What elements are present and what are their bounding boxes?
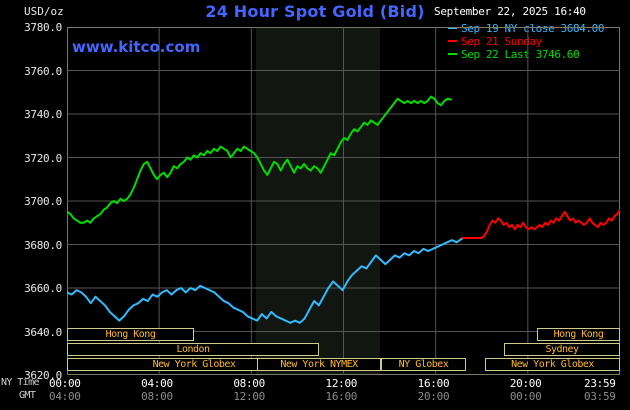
legend-item-last: Sep 22 Last 3746.60 bbox=[448, 48, 604, 61]
session-bar: London bbox=[67, 343, 319, 356]
session-bar: Sydney bbox=[504, 343, 620, 356]
x-axis-tick-label-gmt: 20:00 bbox=[417, 390, 450, 403]
y-axis-tick-label: 3740.0 bbox=[24, 108, 62, 121]
x-axis-tick-label-ny: 00:00 bbox=[49, 377, 81, 390]
session-bar: NY Globex bbox=[381, 358, 466, 371]
chart-legend: Sep 19 NY close 3684.00 Sep 21 Sunday Se… bbox=[448, 22, 605, 61]
x-axis-tick-label-gmt: 16:00 bbox=[325, 390, 358, 403]
kitco-watermark: www.kitco.com bbox=[72, 38, 201, 56]
legend-swatch-last bbox=[448, 53, 457, 55]
y-axis-tick-label: 3620.0 bbox=[24, 369, 62, 382]
x-axis-tick-label-ny: 23:59 bbox=[584, 377, 616, 390]
session-bar: New York NYMEX bbox=[257, 358, 381, 371]
y-axis-tick-label: 3640.0 bbox=[24, 325, 62, 339]
x-axis-tick-label-gmt: 04:00 bbox=[49, 390, 81, 403]
session-bar: New York Globex bbox=[485, 358, 620, 371]
legend-swatch-prev-close bbox=[448, 27, 457, 29]
x-axis-tick-label-gmt: 03:59 bbox=[584, 390, 616, 403]
y-axis-unit-label: USD/oz bbox=[24, 5, 64, 18]
legend-item-prev-close: Sep 19 NY close 3684.00 bbox=[448, 22, 605, 35]
x-axis-tick-label-gmt: 00:00 bbox=[509, 390, 542, 403]
x-axis-row-label-nytime: NY Time bbox=[1, 377, 40, 388]
y-axis-tick-label: 3760.0 bbox=[24, 64, 62, 78]
y-axis-tick-label: 3720.0 bbox=[24, 151, 62, 165]
session-bar: Hong Kong bbox=[537, 328, 620, 341]
x-axis-tick-label-gmt: 08:00 bbox=[141, 390, 173, 403]
series-line-sunday bbox=[462, 208, 620, 239]
y-axis-tick-label: 3700.0 bbox=[24, 195, 62, 208]
x-axis-tick-label-ny: 20:00 bbox=[509, 377, 542, 390]
series-line-prev-close bbox=[67, 236, 464, 324]
x-axis-tick-label-ny: 04:00 bbox=[141, 377, 173, 390]
x-axis-tick-label-ny: 12:00 bbox=[325, 377, 358, 390]
y-axis-tick-label: 3680.0 bbox=[24, 238, 62, 252]
legend-item-sunday: Sep 21 Sunday bbox=[448, 35, 604, 48]
x-axis-tick-label-gmt: 12:00 bbox=[233, 390, 265, 403]
session-bar: Hong Kong bbox=[67, 328, 194, 341]
y-axis-tick-label: 3660.0 bbox=[24, 282, 62, 295]
x-axis-row-label-gmt: GMT bbox=[19, 390, 36, 401]
price-plot bbox=[67, 27, 620, 375]
x-axis-tick-label-ny: 08:00 bbox=[233, 377, 265, 390]
timestamp-label: September 22, 2025 16:40 bbox=[434, 5, 586, 18]
x-axis-tick-label-ny: 16:00 bbox=[417, 377, 450, 390]
chart-title: 24 Hour Spot Gold (Bid) bbox=[205, 2, 425, 21]
y-axis-tick-label: 3780.0 bbox=[24, 21, 62, 34]
series-line-last bbox=[67, 95, 452, 224]
legend-swatch-sunday bbox=[448, 40, 457, 42]
